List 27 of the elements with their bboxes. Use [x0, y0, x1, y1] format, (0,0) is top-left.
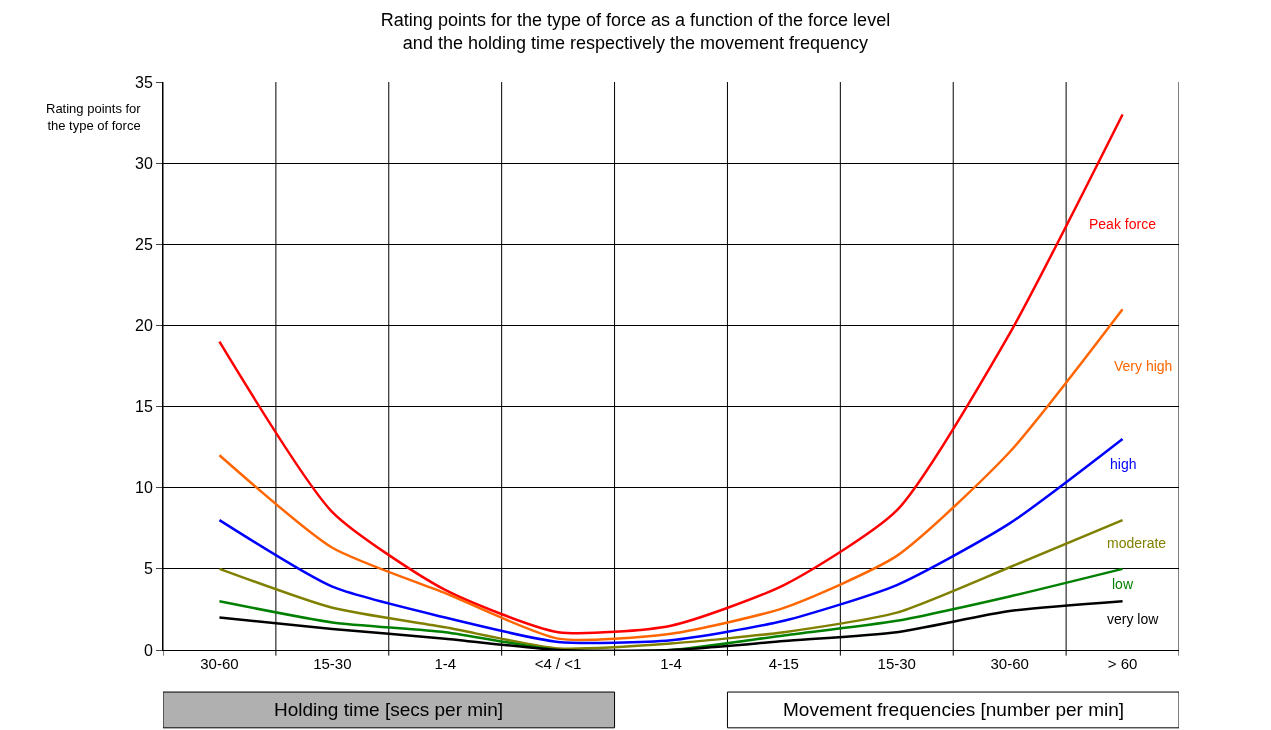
chart-title: Rating points for the type of force as a function of the force level and the holding time respectively the movement frequency: [380, 9, 891, 53]
text: Holding time [secs per min]: [274, 699, 504, 720]
series-label: very low: [1107, 611, 1160, 627]
x-tick-label: 30-60: [200, 655, 239, 672]
y-tick-label: 30: [135, 154, 153, 172]
text: Movement frequencies [number per min]: [783, 699, 1125, 720]
y-tick-label: 5: [143, 560, 153, 578]
y-tick-label: 10: [135, 479, 153, 497]
series-label: moderate: [1107, 535, 1167, 551]
x-tick-label: 1-4: [434, 655, 457, 672]
x-tick-label: 15-30: [313, 655, 352, 672]
x-tick-label: 30-60: [990, 655, 1029, 672]
x-tick-label: 15-30: [877, 655, 916, 672]
y-tick-label: 20: [135, 317, 153, 335]
series-label: low: [1112, 576, 1134, 592]
x-tick-label: 1-4: [660, 655, 682, 672]
y-tick-label: 25: [135, 235, 153, 253]
y-axis-title: Rating points for the type of force: [46, 101, 142, 133]
x-tick-label: > 60: [1107, 655, 1138, 672]
series-label: high: [1110, 456, 1137, 472]
series-label: Very high: [1114, 358, 1173, 374]
y-tick-label: 0: [143, 641, 153, 659]
series-label: Peak force: [1089, 216, 1157, 232]
x-tick-label: <4 / <1: [534, 655, 582, 672]
x-tick-label: 4-15: [768, 655, 799, 672]
y-tick-label: 35: [135, 73, 153, 91]
y-tick-label: 15: [135, 398, 153, 416]
